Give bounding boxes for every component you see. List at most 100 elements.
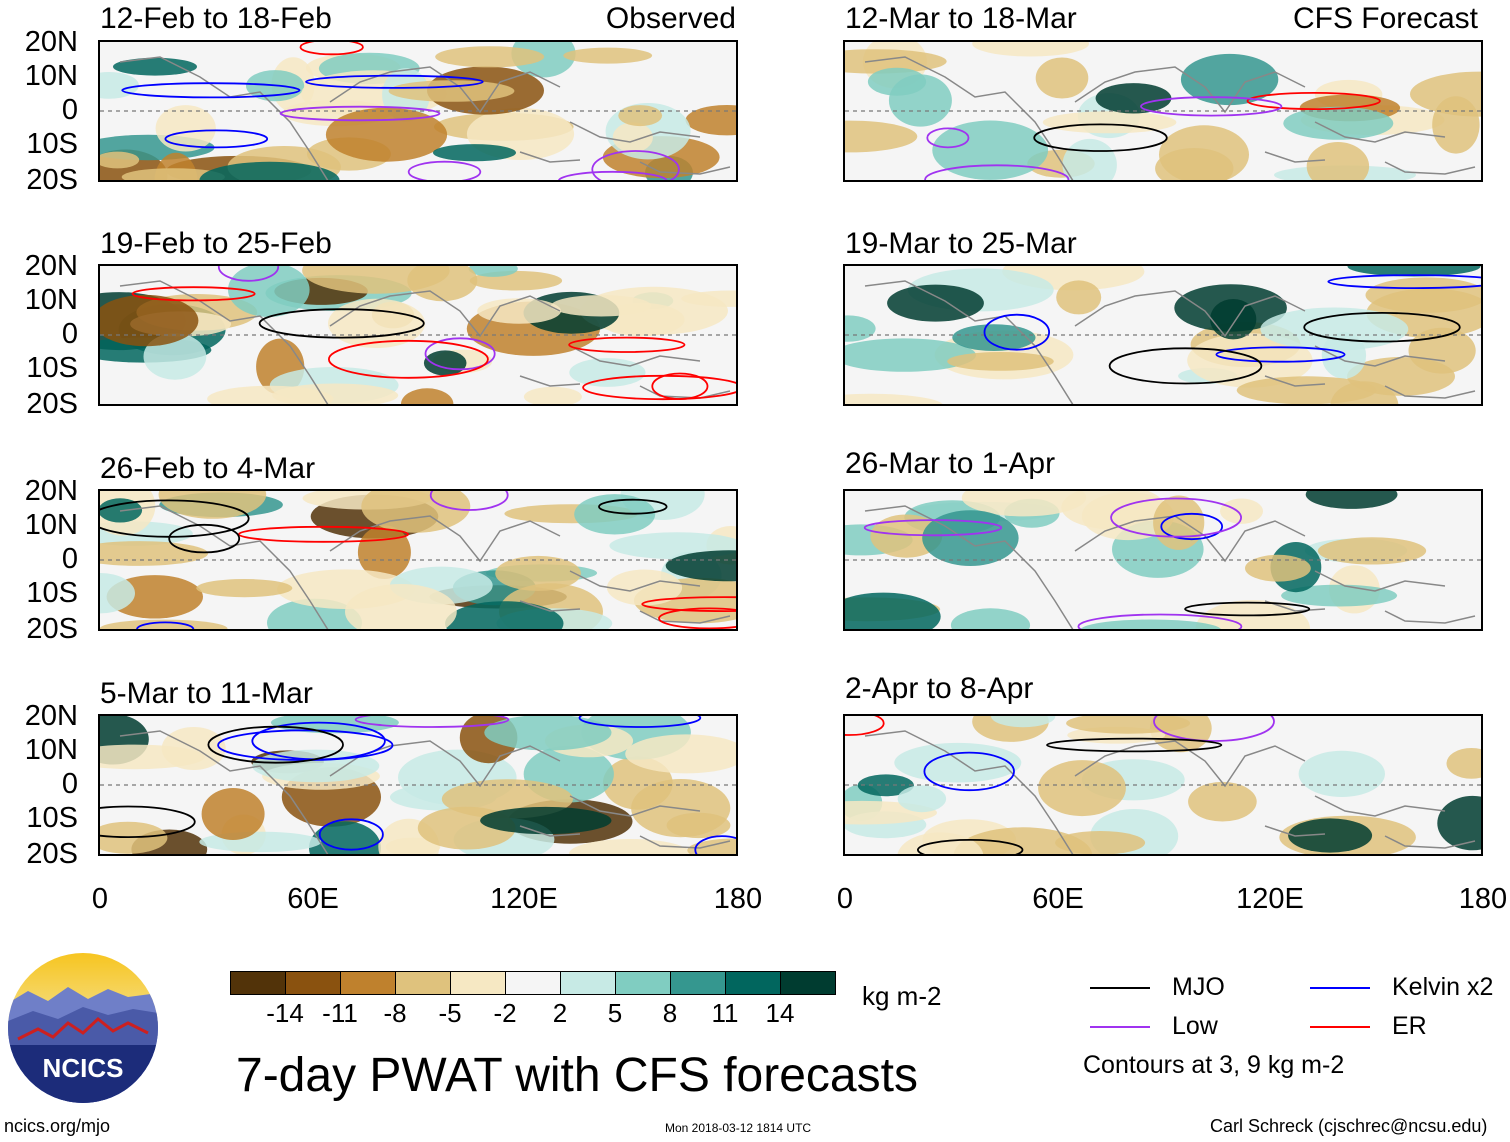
wave-contour (924, 164, 1070, 180)
pwat-anomaly-region (345, 584, 457, 629)
pwat-map-3 (100, 491, 736, 629)
wave-contour (407, 160, 482, 180)
wave-contour (651, 372, 709, 401)
pwat-anomaly-region (201, 788, 265, 840)
wave-contour (100, 805, 196, 838)
wave-contour (598, 498, 668, 515)
pwat-anomaly-region (952, 324, 1036, 351)
colorbar-swatch (450, 971, 506, 995)
pwat-anomaly-region (845, 49, 947, 74)
pwat-anomaly-region (477, 298, 561, 324)
wave-contour (318, 818, 384, 851)
pwat-anomaly-region (1236, 376, 1377, 404)
colorbar-swatch (615, 971, 671, 995)
units-label: kg m-2 (862, 981, 942, 1011)
pwat-anomaly-region (1347, 266, 1481, 277)
panel-forecast-3 (843, 489, 1483, 631)
pwat-anomaly-region (325, 107, 448, 162)
colorbar-label: -14 (266, 998, 304, 1028)
panel-title: 5-Mar to 11-Mar (100, 677, 313, 710)
pwat-anomaly-region (1210, 299, 1257, 340)
pwat-anomaly-region (1305, 491, 1398, 509)
panel-observed-3 (98, 489, 738, 631)
pwat-anomaly-region (1298, 750, 1385, 797)
lat-label: 10N (24, 284, 78, 316)
wave-contour (641, 596, 736, 612)
lon-label: 60E (1032, 883, 1084, 915)
pwat-anomaly-region (433, 144, 516, 162)
wave-contour (658, 607, 736, 629)
colorbar-swatch (560, 971, 616, 995)
wave-contour (1046, 737, 1223, 753)
pwat-anomaly-region (388, 80, 515, 102)
pwat-map-1 (100, 42, 736, 180)
pwat-anomaly-region (1056, 280, 1102, 315)
colorbar-swatch (340, 971, 396, 995)
pwat-anomaly-region (1055, 831, 1146, 854)
colorbar-label: 14 (765, 998, 795, 1028)
wave-contour (1246, 92, 1381, 111)
pwat-anomaly-region (423, 350, 467, 376)
pwat-map-7 (845, 491, 1481, 629)
lon-label: 120E (1236, 883, 1304, 915)
pwat-anomaly-region (1347, 357, 1455, 396)
coastline (119, 505, 731, 629)
wave-contour (327, 339, 489, 379)
panel-title: 12-Mar to 18-Mar (845, 2, 1077, 35)
legend-mjo-label: MJO (1172, 973, 1225, 1001)
pwat-anomaly-region (199, 161, 340, 180)
legend-kelvin-line (1310, 987, 1370, 989)
footer-url[interactable]: ncics.org/mjo (4, 1116, 111, 1136)
wave-contour (258, 308, 425, 339)
lat-label: 10S (26, 577, 78, 609)
wave-contour (1033, 123, 1168, 152)
lon-label: 60E (287, 883, 339, 915)
wave-contour (207, 725, 344, 764)
wave-contour (279, 105, 441, 122)
pwat-anomaly-region (563, 47, 653, 64)
pwat-anomaly-region (121, 168, 225, 180)
pwat-anomaly-region (1260, 307, 1409, 351)
wave-contour (845, 716, 885, 736)
colorbar-label: 5 (607, 998, 623, 1028)
lat-label: 0 (61, 768, 78, 800)
logo-text: NCICS (43, 1053, 124, 1083)
pwat-anomaly-region (1062, 138, 1117, 180)
pwat-anomaly-region (196, 579, 293, 598)
pwat-anomaly-region (1245, 554, 1311, 582)
pwat-anomaly-region (897, 785, 947, 813)
pwat-anomaly-region (870, 514, 943, 558)
lon-label: 0 (91, 883, 109, 915)
pwat-anomaly-region (495, 555, 581, 591)
pwat-anomaly-region (401, 388, 454, 404)
lat-label: 20N (24, 475, 78, 507)
pwat-anomaly-region (681, 290, 736, 307)
legend-low-label: Low (1172, 1012, 1218, 1040)
lat-label: 10N (24, 60, 78, 92)
colorbar-label: 8 (662, 998, 678, 1028)
pwat-anomaly-region (1437, 795, 1481, 851)
wave-contour (557, 170, 668, 180)
colorbar-swatch (285, 971, 341, 995)
wave-contour (354, 716, 510, 728)
wave-contour (1153, 716, 1275, 742)
wave-contour (694, 835, 736, 854)
pwat-anomaly-region (685, 105, 736, 136)
lat-label: 0 (61, 543, 78, 575)
colorbar-swatch (725, 971, 781, 995)
pwat-anomaly-region (435, 46, 545, 68)
lat-label: 10S (26, 352, 78, 384)
wave-contour (1077, 613, 1243, 629)
pwat-anomaly-region (569, 839, 691, 854)
lat-label: 10S (26, 128, 78, 160)
pwat-anomaly-region (1283, 106, 1394, 140)
wave-contour (217, 266, 280, 282)
pwat-map-2 (100, 266, 736, 404)
panel-title: 19-Feb to 25-Feb (100, 227, 332, 260)
pwat-anomaly-region (950, 608, 1031, 629)
wave-contour (917, 839, 1024, 854)
pwat-anomaly-region (1317, 537, 1427, 565)
wave-contour (1303, 312, 1461, 343)
panel-forecast-2 (843, 264, 1483, 406)
lat-label: 10N (24, 509, 78, 541)
